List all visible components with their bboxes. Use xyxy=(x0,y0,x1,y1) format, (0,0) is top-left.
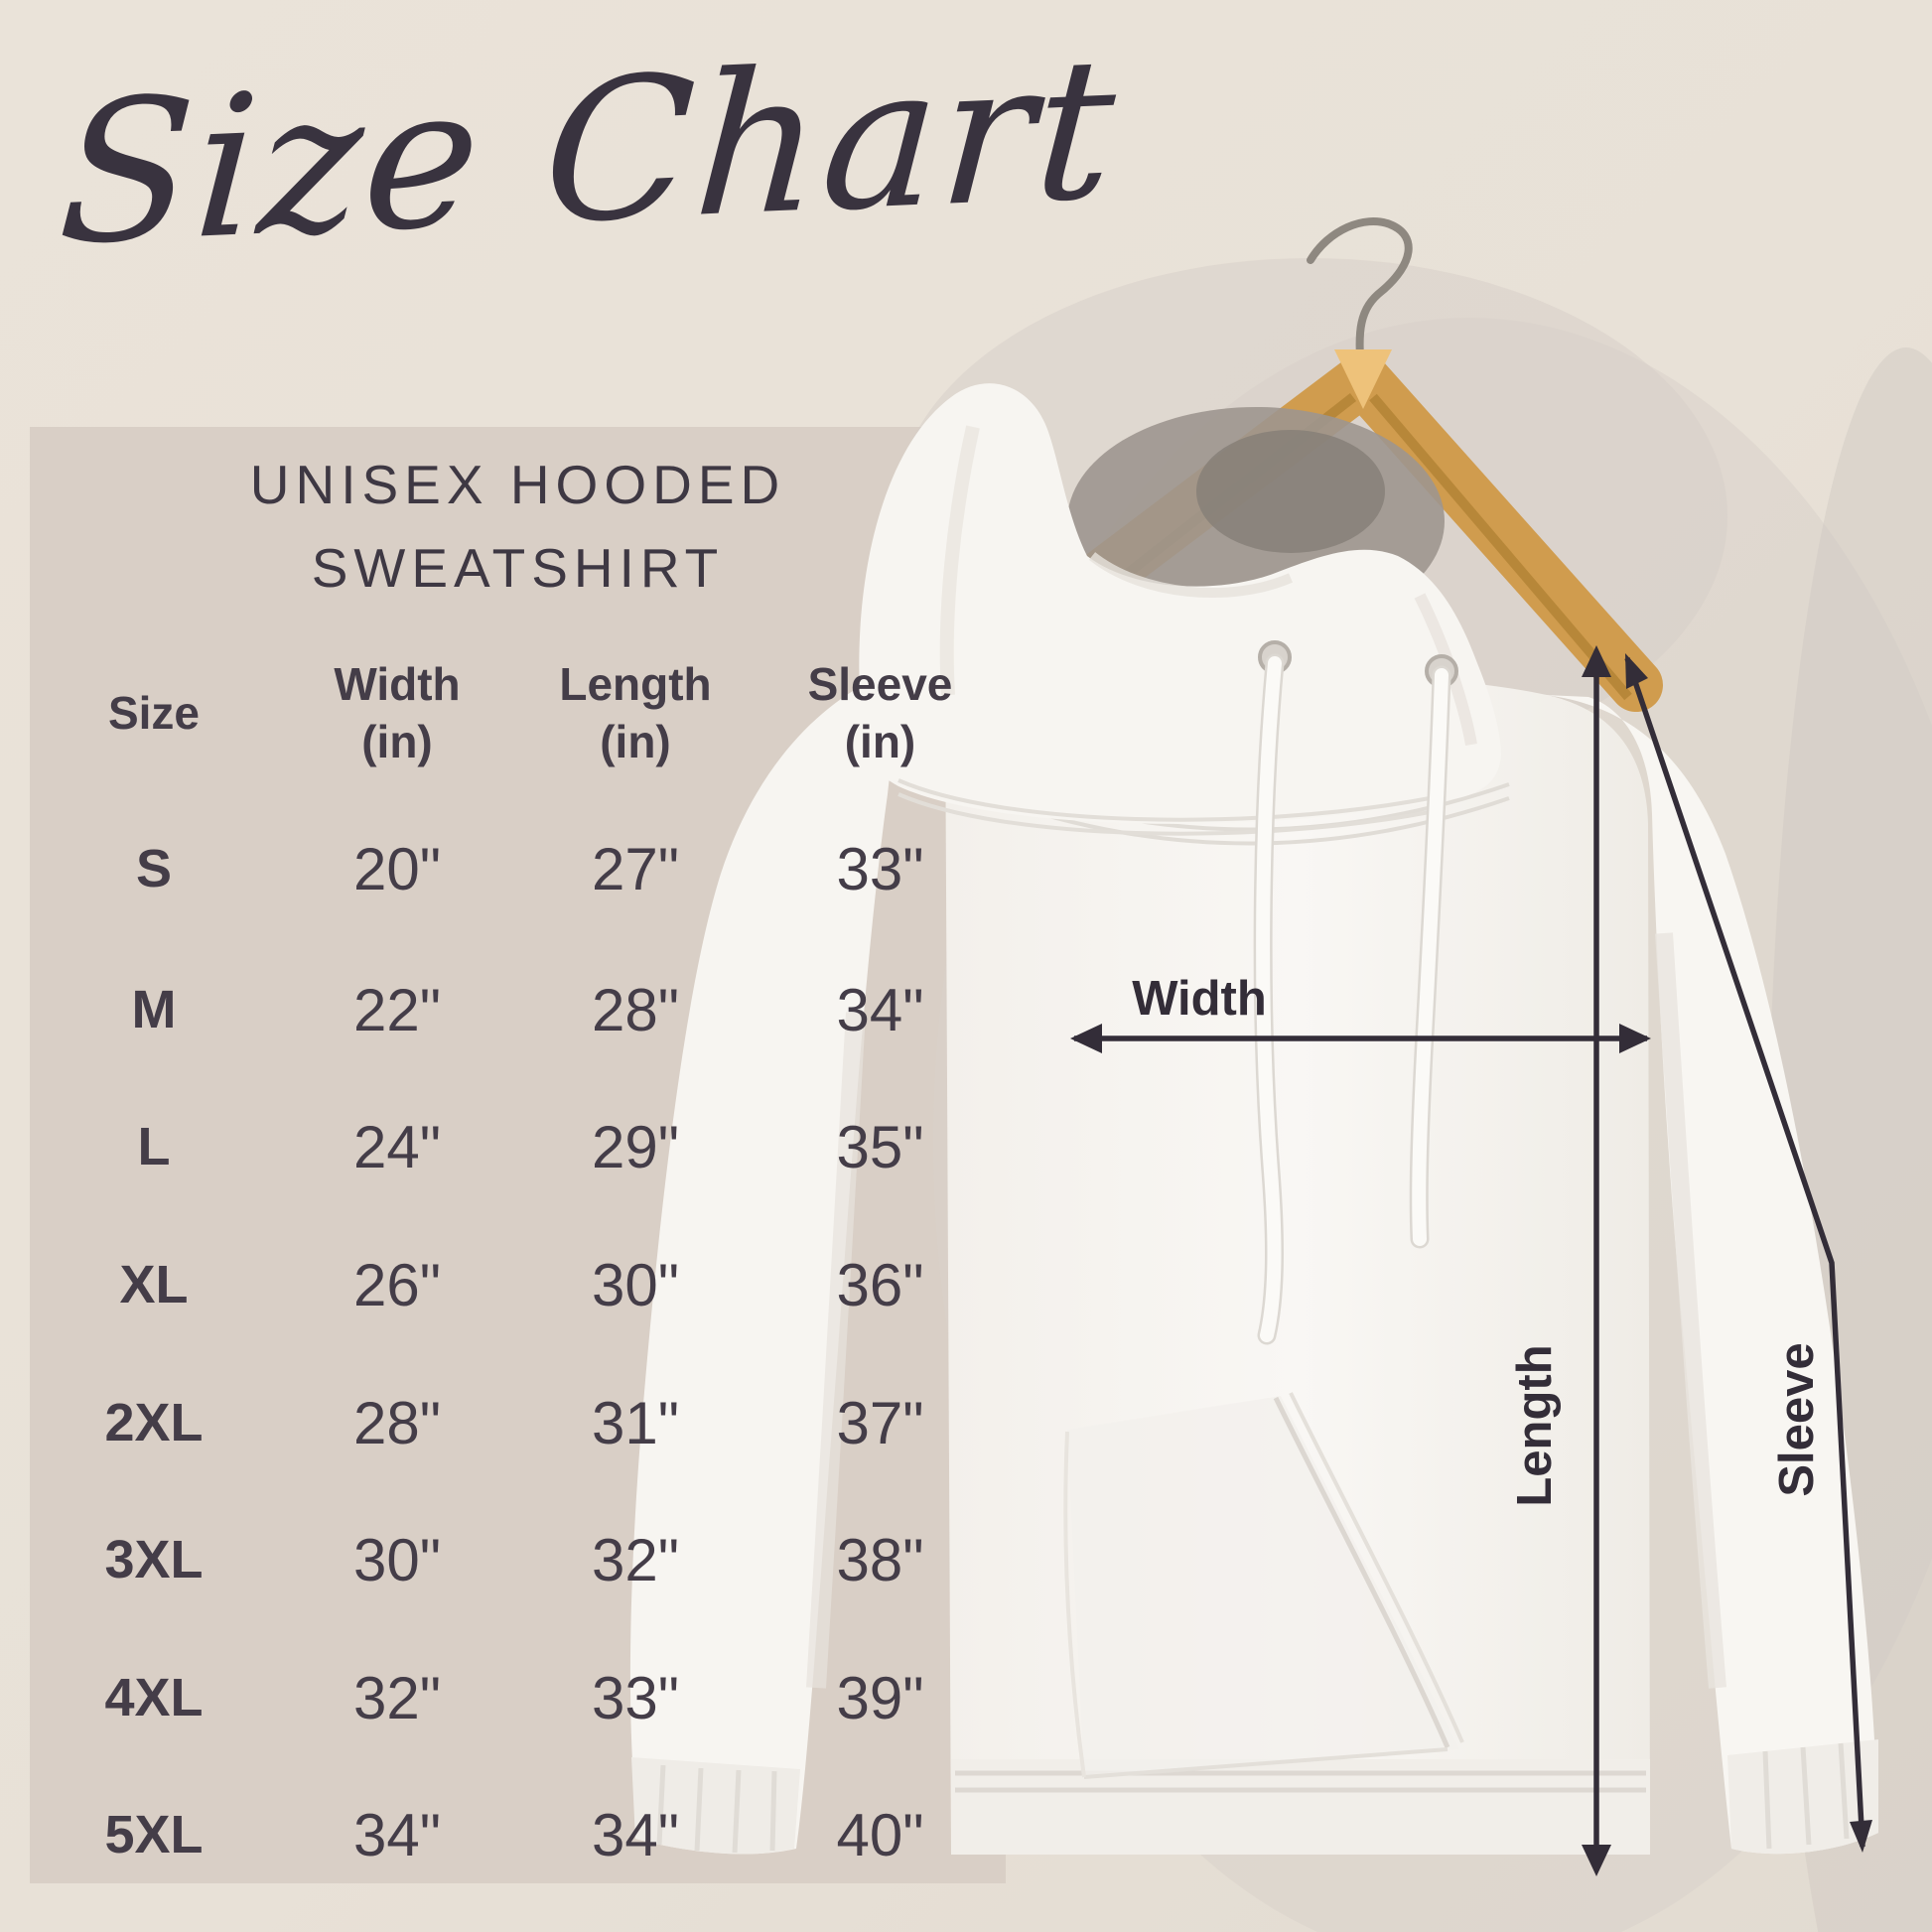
table-row: S 20" 27" 33" xyxy=(135,835,924,902)
hoodie-illustration xyxy=(629,383,1878,1855)
table-row: 2XL 28" 31" 37" xyxy=(104,1389,924,1456)
page-title: Size Chart xyxy=(53,15,1123,289)
width-arrow xyxy=(1070,1024,1651,1053)
table-row: 4XL 32" 33" 39" xyxy=(104,1664,924,1731)
length-annotation-label: Length xyxy=(1508,1344,1562,1506)
table-header-row: Size Width (in) Length (in) Sleeve (in) xyxy=(30,647,1006,778)
table-row: XL 26" 30" 36" xyxy=(119,1251,924,1318)
width-annotation-label: Width xyxy=(1132,972,1267,1026)
product-title: UNISEX HOODED SWEATSHIRT xyxy=(30,443,1006,610)
product-title-line2: SWEATSHIRT xyxy=(311,537,725,599)
table-row: 5XL 34" 34" 40" xyxy=(104,1801,924,1868)
size-table: UNISEX HOODED SWEATSHIRT Size Width (in)… xyxy=(30,427,1006,1883)
col-header-width: Width (in) xyxy=(334,658,461,767)
product-title-line1: UNISEX HOODED xyxy=(249,454,786,515)
sleeve-arrow xyxy=(1624,653,1872,1853)
table-row: L 24" 29" 35" xyxy=(137,1113,924,1180)
table-row: 3XL 30" 32" 38" xyxy=(104,1526,924,1593)
measurement-annotations: Width Length Sleeve xyxy=(1070,645,1872,1876)
col-header-sleeve: Sleeve (in) xyxy=(807,658,953,767)
sleeve-annotation-label: Sleeve xyxy=(1770,1342,1824,1496)
col-header-size: Size xyxy=(107,687,201,739)
length-arrow xyxy=(1582,645,1611,1876)
col-header-length: Length (in) xyxy=(559,658,712,767)
table-row: M 22" 28" 34" xyxy=(131,976,924,1043)
